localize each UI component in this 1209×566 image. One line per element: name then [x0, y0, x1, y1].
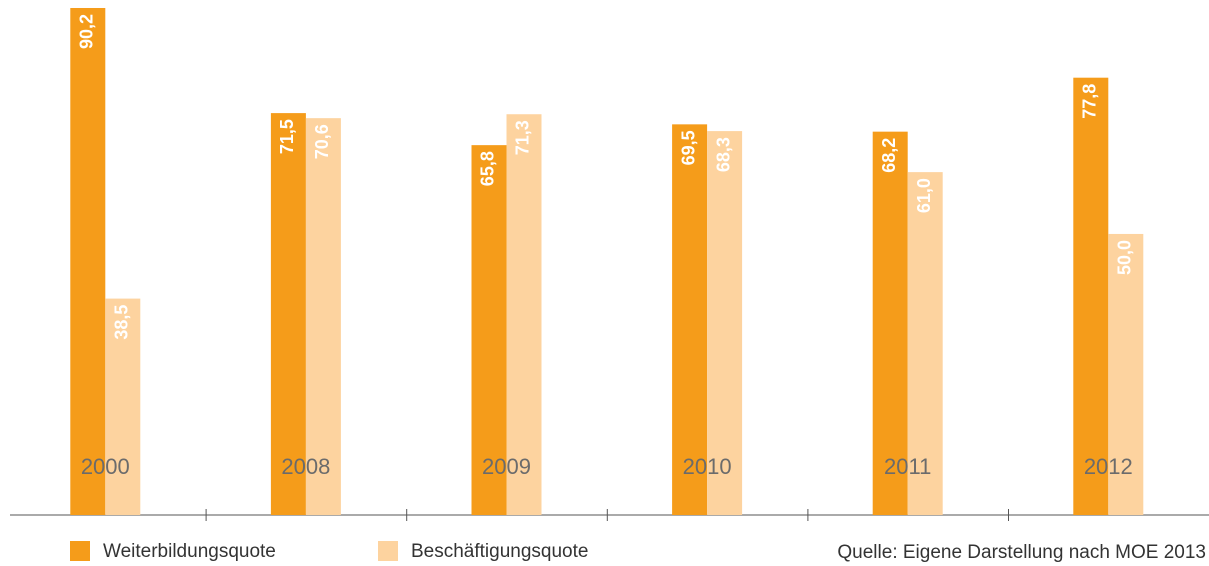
x-tick-label: 2012 [1084, 454, 1133, 479]
bar [1108, 233, 1144, 515]
value-label: 68,2 [879, 138, 899, 173]
bar [70, 7, 106, 515]
legend-swatch [70, 541, 90, 561]
bar [270, 113, 306, 515]
source-note: Quelle: Eigene Darstellung nach MOE 2013 [837, 542, 1206, 563]
x-tick-label: 2008 [281, 454, 330, 479]
bar [506, 114, 542, 515]
bar [1073, 77, 1109, 515]
bar [105, 298, 141, 515]
bar [707, 131, 743, 515]
bar [872, 131, 908, 515]
bar [672, 124, 708, 515]
x-tick-label: 2010 [683, 454, 732, 479]
value-label: 65,8 [478, 151, 498, 186]
x-tick-label: 2000 [81, 454, 130, 479]
value-label: 69,5 [678, 130, 698, 165]
value-label: 50,0 [1115, 240, 1135, 275]
x-tick-label: 2009 [482, 454, 531, 479]
legend-label: Weiterbildungsquote [103, 541, 276, 562]
value-label: 38,5 [112, 305, 132, 340]
value-label: 77,8 [1080, 84, 1100, 119]
bar [305, 118, 341, 516]
bar [471, 145, 507, 515]
x-tick-label: 2011 [884, 454, 931, 479]
bar [907, 172, 943, 515]
value-label: 61,0 [914, 178, 934, 213]
value-label: 90,2 [77, 14, 97, 49]
value-label: 71,3 [513, 120, 533, 155]
value-label: 68,3 [713, 137, 733, 172]
value-label: 70,6 [312, 124, 332, 159]
value-label: 71,5 [277, 119, 297, 154]
legend-swatch [378, 541, 398, 561]
legend-label: Beschäftigungsquote [411, 541, 588, 562]
